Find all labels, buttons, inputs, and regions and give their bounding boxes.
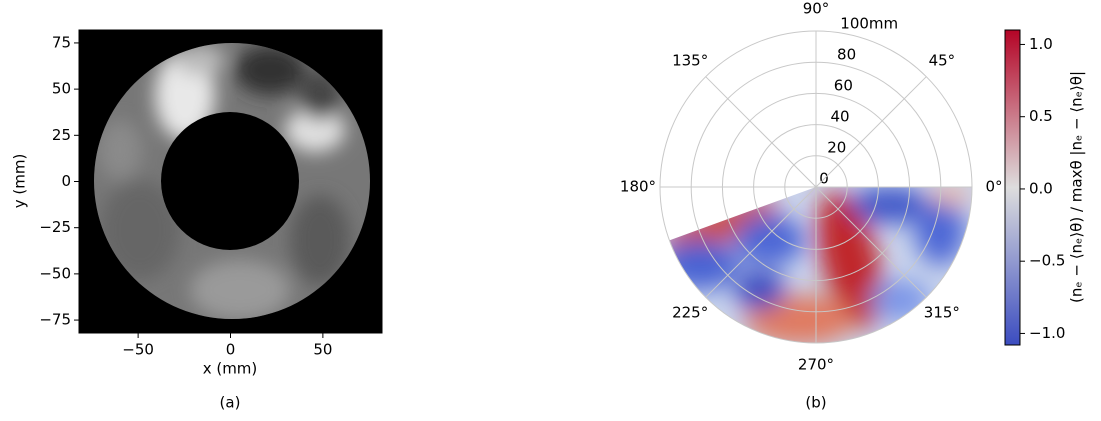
colorbar-label: (nₑ − ⟨nₑ⟩θ) / maxθ |nₑ − ⟨nₑ⟩θ|	[1068, 71, 1086, 303]
angular-grid	[705, 76, 817, 188]
y-axis-label: y (mm)	[11, 154, 29, 209]
x-tick-label: −50	[122, 341, 154, 359]
colorbar-tick-label: 0.5	[1029, 107, 1053, 125]
angular-grid	[815, 76, 927, 188]
theta-tick-label: 45°	[929, 52, 956, 70]
x-tick-label: 0	[226, 341, 236, 359]
theta-tick-label: 180°	[620, 178, 656, 196]
angular-grid	[705, 186, 817, 298]
y-tick-label: −50	[39, 264, 71, 282]
colorbar-tick-label: −1.0	[1029, 324, 1065, 342]
theta-tick-label: 225°	[672, 303, 708, 321]
x-tick-label: 50	[313, 341, 332, 359]
x-axis-label: x (mm)	[203, 360, 258, 378]
theta-tick-label: 135°	[672, 52, 708, 70]
theta-tick-label: 270°	[798, 356, 834, 374]
colorbar-tick-label: 1.0	[1029, 35, 1053, 53]
r-tick-label: 60	[834, 76, 853, 94]
r-tick-label: 100mm	[840, 14, 898, 32]
y-tick-label: 75	[52, 33, 71, 51]
polar-field	[669, 187, 972, 344]
r-tick-label: 80	[837, 45, 856, 63]
y-tick-label: 25	[52, 126, 71, 144]
colorbar-tick-label: −0.5	[1029, 252, 1065, 270]
colorbar-tick-label: 0.0	[1029, 179, 1053, 197]
y-tick-label: 0	[61, 172, 71, 190]
y-tick-label: 50	[52, 80, 71, 98]
colorbar	[1004, 29, 1021, 346]
r-tick-label: 20	[827, 138, 846, 156]
theta-tick-label: 0°	[985, 178, 1002, 196]
r-tick-label: 40	[831, 107, 850, 125]
theta-tick-label: 315°	[924, 303, 960, 321]
panel-label: (b)	[805, 394, 826, 412]
panel-label: (a)	[220, 394, 241, 412]
angular-grid	[815, 186, 927, 298]
y-tick-label: −75	[39, 311, 71, 329]
theta-tick-label: 90°	[803, 0, 830, 18]
y-tick-label: −25	[39, 218, 71, 236]
